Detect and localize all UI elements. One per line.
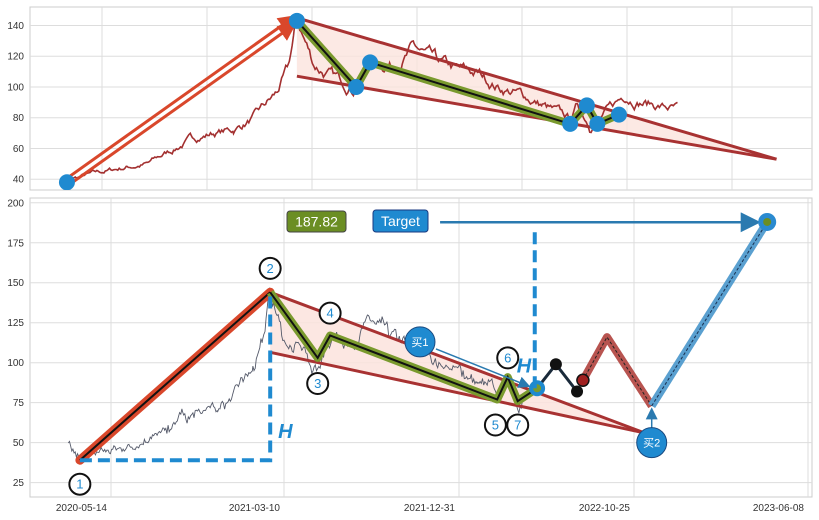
top-y-tick-label: 140 <box>7 21 24 32</box>
buy-signal-label-2: 买2 <box>643 437 660 450</box>
value-badge <box>286 210 347 233</box>
value-badge-text: 187.82 <box>295 214 338 230</box>
bottom-x-tick-label: 2023-06-08 <box>753 503 805 514</box>
wave-label-5: 5 <box>492 418 499 433</box>
wave-label-circle-1 <box>68 472 92 496</box>
bottom-x-tick-label: 2020-05-14 <box>56 503 108 514</box>
top-pivot-point <box>288 12 305 29</box>
top-pivot-point <box>610 106 627 123</box>
measure-h2-label: H <box>517 355 532 377</box>
wave-label-circle-2 <box>258 256 282 280</box>
bottom-y-tick-label: 25 <box>13 478 25 489</box>
projection-up-line <box>651 221 768 407</box>
breakout-point <box>549 358 562 371</box>
top-pivot-point <box>589 115 606 132</box>
bottom-x-tick-label: 2021-03-10 <box>229 503 281 514</box>
bottom-x-tick-label: 2021-12-31 <box>404 503 456 514</box>
wave-label-circle-4 <box>318 301 342 325</box>
wave-label-circle-7 <box>506 413 530 437</box>
top-y-tick-label: 80 <box>13 113 25 124</box>
top-y-tick-label: 120 <box>7 52 24 63</box>
measure-h1-label: H <box>278 421 293 443</box>
top-pivot-point <box>578 97 595 114</box>
bottom-y-tick-label: 50 <box>13 438 25 449</box>
bottom-y-tick-label: 100 <box>7 358 24 369</box>
wave-label-circle-5 <box>483 413 507 437</box>
projection-start-point <box>576 373 590 388</box>
top-rise-arrow <box>66 23 297 188</box>
bottom-y-tick-label: 75 <box>13 398 25 409</box>
wave-label-2: 2 <box>267 261 274 276</box>
top-pivot-point <box>348 78 365 95</box>
top-pivot-point <box>58 174 75 190</box>
bottom-y-tick-label: 200 <box>7 198 24 209</box>
top-chart-layer <box>58 12 777 190</box>
top-pivot-point <box>562 115 579 132</box>
bottom-chart-layer: H H 买1 买2 1 2 3 4 5 6 7 187.82 Target <box>67 209 777 496</box>
bottom-lower-trendline <box>269 350 646 435</box>
buy-signal-label-1: 买1 <box>411 336 428 349</box>
top-y-tick-label: 100 <box>7 82 24 93</box>
wave-label-circle-3 <box>306 371 330 395</box>
projection-down-line <box>582 336 653 407</box>
bottom-price-line <box>67 287 531 463</box>
bottom-y-tick-label: 125 <box>7 318 24 329</box>
bottom-y-tick-label: 150 <box>7 278 24 289</box>
bottom-rise-line <box>79 291 271 461</box>
wave-label-circle-6 <box>496 346 520 370</box>
target-badge-text: Target <box>381 213 420 229</box>
buy-signal-marker-2 <box>636 427 668 459</box>
buy1-arrow <box>435 348 531 388</box>
wave-label-3: 3 <box>314 376 321 391</box>
top-y-tick-label: 40 <box>13 175 25 186</box>
wave-label-1: 1 <box>76 477 83 492</box>
wave-label-7: 7 <box>514 418 521 433</box>
wave-label-4: 4 <box>326 306 333 321</box>
measure-h1-line <box>79 292 273 463</box>
top-y-tick-label: 60 <box>13 144 25 155</box>
wave-label-6: 6 <box>504 350 511 365</box>
bottom-y-tick-label: 175 <box>7 238 24 249</box>
top-rise-arrow <box>66 15 297 180</box>
top-upper-trendline <box>296 16 777 161</box>
bottom-zigzag-line <box>269 291 538 403</box>
target-badge <box>372 209 429 233</box>
top-pivot-point <box>362 54 379 71</box>
bottom-x-tick-label: 2022-10-25 <box>579 503 631 514</box>
target-point-inner <box>763 217 772 226</box>
breakout-point <box>571 385 584 398</box>
buy-signal-marker-1 <box>404 326 436 358</box>
